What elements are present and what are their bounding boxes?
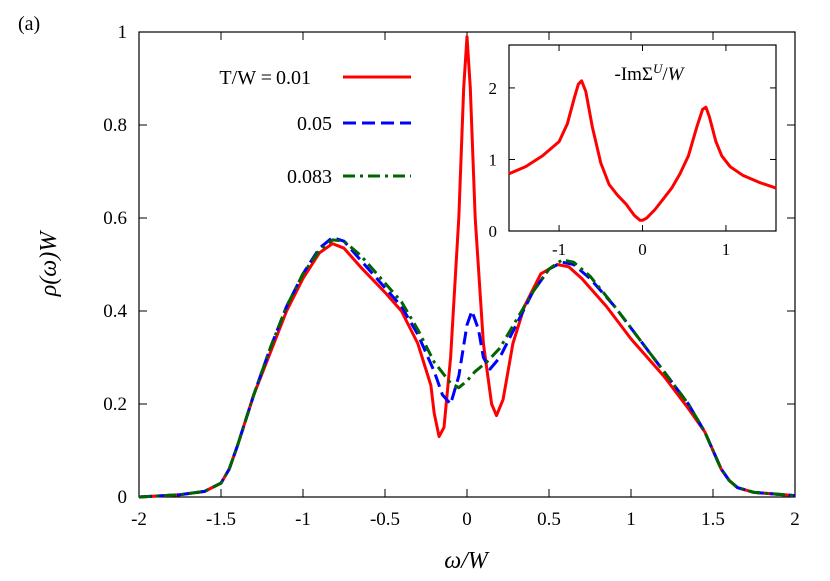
main-x-tick-label: 1.5 <box>701 509 725 530</box>
inset-x-tick-label: 0 <box>638 240 647 259</box>
main-series-line-2 <box>138 236 796 499</box>
legend: T/W = 0.01 0.05 0.083 <box>219 67 411 188</box>
inset-y-tick-label: 1 <box>489 150 498 169</box>
inset-y-tick-label: 2 <box>489 79 498 98</box>
inset-plot: -1 0 1 0 1 2 -ImΣU/W <box>489 44 777 259</box>
main-x-tick-label: -1 <box>295 509 311 530</box>
inset-series-line-1 <box>508 79 777 222</box>
main-x-tick-label: 1 <box>626 509 636 530</box>
main-x-tick-label: -2 <box>131 509 147 530</box>
legend-label-3: 0.083 <box>287 166 332 188</box>
x-axis-label: ω/W <box>444 548 490 574</box>
main-y-tick-label: 0 <box>118 487 128 508</box>
legend-label-1: 0.01 <box>276 67 311 89</box>
main-x-tick-label: 0 <box>462 509 472 530</box>
main-x-tick-label: 2 <box>790 509 800 530</box>
main-x-tick-label: -0.5 <box>370 509 400 530</box>
legend-label-2: 0.05 <box>297 113 332 135</box>
main-series-line-1 <box>138 35 796 499</box>
inset-y-tick-label: 0 <box>489 222 498 241</box>
inset-x-tick-label: 1 <box>722 240 731 259</box>
legend-title: T/W = <box>219 67 272 89</box>
y-axis-label: ρ(ω)W <box>36 230 62 297</box>
main-plot: -2 -1.5 -1 -0.5 0 0.5 1 1.5 200.20.40.60.81 ω/W … <box>36 22 800 574</box>
inset-title: -ImΣU/W <box>615 61 686 86</box>
main-y-tick-label: 0.8 <box>103 115 127 136</box>
inset-x-tick-label: -1 <box>552 240 566 259</box>
panel-label: (a) <box>18 13 40 35</box>
main-x-tick-label: -1.5 <box>206 509 236 530</box>
main-y-tick-label: 0.2 <box>103 394 127 415</box>
main-y-tick-label: 0.4 <box>103 301 127 322</box>
inset-background <box>509 45 776 231</box>
main-y-tick-label: 0.6 <box>103 208 127 229</box>
main-series-line-3 <box>138 238 796 499</box>
main-x-tick-label: 0.5 <box>537 509 561 530</box>
main-y-tick-label: 1 <box>118 22 128 43</box>
